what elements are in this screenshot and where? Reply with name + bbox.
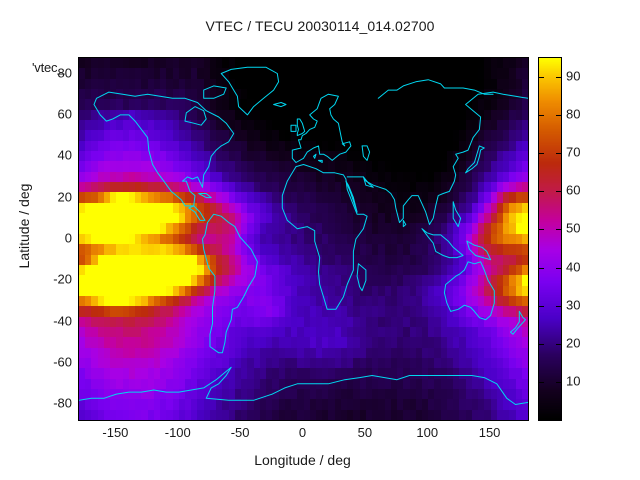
colorbar-tick-label: 80: [566, 106, 581, 122]
y-tick-label: 20: [57, 189, 72, 205]
y-tick-label: -40: [53, 313, 72, 329]
colorbar-tick: [539, 191, 544, 193]
x-tick-label: 150: [478, 425, 501, 440]
map-plot-area[interactable]: [78, 57, 529, 421]
y-tick-label: 0: [64, 230, 72, 246]
colorbar-tick: [556, 305, 561, 307]
colorbar-tick-label: 70: [566, 144, 581, 160]
y-tick-label: -80: [53, 395, 72, 411]
colorbar-tick: [556, 267, 561, 269]
y-tick-label: 40: [57, 147, 72, 163]
x-tick-label: -150: [102, 425, 129, 440]
colorbar-gradient: [539, 58, 561, 420]
y-tick-label: 80: [57, 65, 72, 80]
y-axis-ticks: 80 60 40 20 0 -20 -40 -60 -80: [26, 0, 72, 480]
colorbar-tick-label: 50: [566, 220, 581, 236]
colorbar[interactable]: [538, 57, 562, 421]
y-tick-label: 60: [57, 106, 72, 122]
colorbar-tick: [539, 77, 544, 79]
colorbar-tick: [539, 305, 544, 307]
y-axis-title: Latitude / deg: [16, 183, 32, 269]
stray-series-label: 'vtec_: [32, 60, 65, 75]
x-tick-label: -50: [230, 425, 250, 440]
y-tick-label: -20: [53, 271, 72, 287]
colorbar-tick: [539, 229, 544, 231]
colorbar-tick: [556, 229, 561, 231]
y-tick-label: -60: [53, 354, 72, 370]
colorbar-tick-label: 20: [566, 335, 581, 351]
colorbar-tick-label: 30: [566, 297, 581, 313]
colorbar-tick: [539, 381, 544, 383]
colorbar-tick: [539, 115, 544, 117]
colorbar-tick: [556, 191, 561, 193]
colorbar-tick-label: 10: [566, 373, 581, 389]
colorbar-tick-label: 60: [566, 182, 581, 198]
x-tick-label: 100: [416, 425, 439, 440]
colorbar-tick: [556, 381, 561, 383]
vtec-heatmap: [79, 58, 528, 420]
colorbar-tick: [556, 343, 561, 345]
page-title: VTEC / TECU 20030114_014.02700: [205, 18, 435, 34]
x-tick-label: 0: [298, 425, 307, 440]
colorbar-tick: [556, 153, 561, 155]
x-tick-label: -100: [164, 425, 191, 440]
x-tick-label: 50: [357, 425, 373, 440]
colorbar-tick: [556, 77, 561, 79]
colorbar-tick: [539, 153, 544, 155]
colorbar-tick: [556, 115, 561, 117]
colorbar-tick-labels: 10 20 30 40 50 60 70 80 90: [566, 0, 626, 480]
colorbar-tick: [539, 343, 544, 345]
x-axis-title: Longitude / deg: [254, 452, 351, 468]
colorbar-tick: [539, 267, 544, 269]
colorbar-tick-label: 90: [566, 68, 581, 84]
colorbar-tick-label: 40: [566, 259, 581, 275]
